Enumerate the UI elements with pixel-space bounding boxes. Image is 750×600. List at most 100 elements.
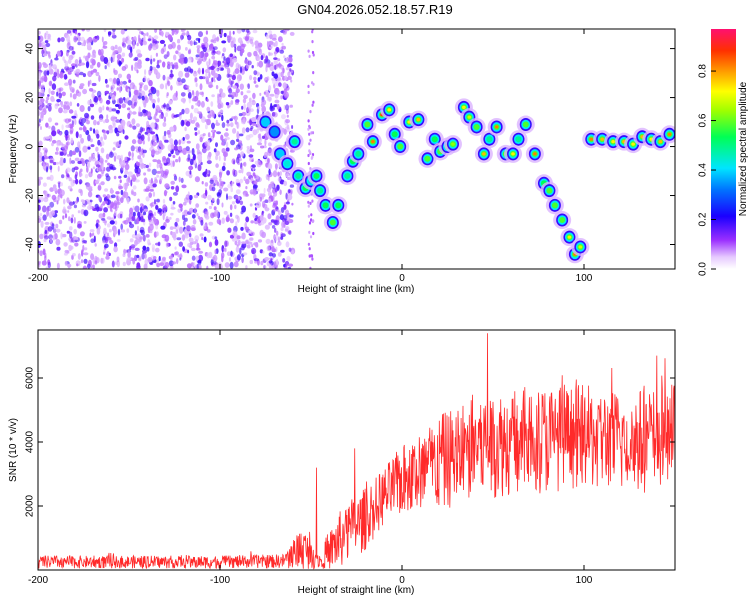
noise-speckle: [271, 78, 277, 85]
noise-speckle: [137, 138, 143, 145]
noise-speckle: [60, 37, 65, 42]
noise-speckle: [61, 233, 67, 238]
trace-core: [263, 120, 268, 124]
noise-speckle: [110, 194, 116, 199]
noise-speckle: [273, 104, 278, 108]
noise-speckle: [265, 238, 271, 245]
noise-speckle: [212, 254, 218, 262]
noise-speckle: [56, 98, 61, 103]
noise-speckle: [230, 122, 234, 128]
noise-speckle: [136, 262, 141, 268]
noise-speckle: [77, 141, 81, 149]
trace-core: [432, 137, 437, 141]
noise-speckle: [104, 200, 108, 205]
noise-speckle: [225, 57, 231, 65]
noise-speckle: [312, 100, 315, 104]
noise-speckle: [225, 147, 230, 152]
noise-speckle: [179, 145, 182, 152]
noise-speckle: [241, 29, 246, 33]
noise-speckle: [195, 143, 200, 150]
noise-speckle: [252, 172, 256, 177]
noise-speckle: [230, 80, 233, 88]
noise-speckle: [160, 48, 165, 55]
noise-speckle: [243, 193, 246, 197]
noise-speckle: [175, 185, 180, 193]
noise-speckle: [159, 83, 165, 90]
noise-speckle: [110, 190, 114, 195]
noise-speckle: [151, 213, 154, 218]
noise-speckle: [105, 99, 111, 105]
noise-speckle: [39, 250, 43, 257]
noise-speckle: [206, 211, 209, 217]
trace-point: [534, 174, 553, 193]
noise-speckle: [106, 106, 109, 111]
noise-speckle: [194, 207, 197, 215]
noise-speckle: [280, 207, 285, 213]
trace-point: [316, 196, 335, 215]
noise-speckle: [248, 133, 254, 138]
noise-speckle: [310, 213, 313, 217]
x-tick-label: -100: [210, 273, 230, 284]
noise-speckle: [209, 179, 214, 184]
noise-speckle: [116, 87, 120, 91]
x-tick-label: -200: [28, 273, 48, 284]
noise-speckle: [265, 34, 270, 40]
noise-speckle: [307, 127, 310, 131]
trace-core: [487, 137, 492, 141]
noise-speckle: [228, 36, 233, 40]
noise-speckle: [44, 40, 49, 44]
noise-speckle: [127, 251, 131, 259]
noise-speckle: [251, 159, 254, 163]
noise-speckle: [56, 246, 61, 251]
noise-speckle: [128, 223, 135, 229]
noise-speckle: [289, 214, 294, 218]
noise-speckle: [271, 183, 275, 188]
noise-speckle: [45, 99, 49, 104]
noise-speckle: [46, 206, 50, 212]
noise-speckle: [195, 102, 200, 106]
noise-speckle: [94, 260, 98, 265]
noise-speckle: [154, 199, 156, 205]
noise-speckle: [79, 134, 82, 139]
noise-speckle: [184, 217, 188, 222]
noise-speckle: [130, 189, 134, 196]
noise-speckle: [264, 76, 269, 83]
noise-speckle: [139, 84, 143, 88]
noise-speckle: [221, 141, 225, 146]
noise-speckle: [253, 258, 259, 262]
noise-speckle: [147, 213, 152, 221]
noise-speckle: [211, 122, 215, 129]
noise-speckle: [277, 177, 281, 182]
noise-speckle: [168, 153, 172, 157]
noise-speckle: [252, 250, 255, 254]
noise-speckle: [198, 38, 201, 43]
y-tick-label: -40: [25, 237, 36, 252]
noise-speckle: [109, 92, 114, 98]
noise-speckle: [180, 119, 185, 127]
noise-speckle: [75, 200, 78, 204]
noise-speckle: [75, 131, 79, 139]
noise-speckle: [162, 204, 167, 212]
noise-speckle: [40, 98, 45, 103]
noise-speckle: [152, 141, 158, 145]
noise-speckle: [48, 80, 53, 87]
noise-speckle: [47, 33, 52, 39]
noise-speckle: [169, 62, 174, 66]
noise-speckle: [86, 42, 92, 49]
noise-speckle: [244, 226, 250, 231]
noise-speckle: [44, 252, 47, 258]
noise-speckle: [118, 60, 122, 67]
noise-speckle: [308, 132, 311, 136]
noise-speckle: [197, 111, 202, 115]
noise-speckle: [169, 138, 174, 145]
noise-speckle: [233, 261, 239, 268]
noise-speckle: [54, 151, 59, 155]
noise-speckle: [236, 183, 241, 187]
noise-speckle: [230, 100, 234, 105]
noise-speckle: [312, 53, 315, 57]
colorbar-tick-label: 0.4: [698, 163, 709, 177]
noise-speckle: [43, 70, 48, 76]
noise-speckle: [220, 64, 224, 68]
noise-speckle: [186, 225, 191, 232]
noise-speckle: [128, 90, 132, 98]
